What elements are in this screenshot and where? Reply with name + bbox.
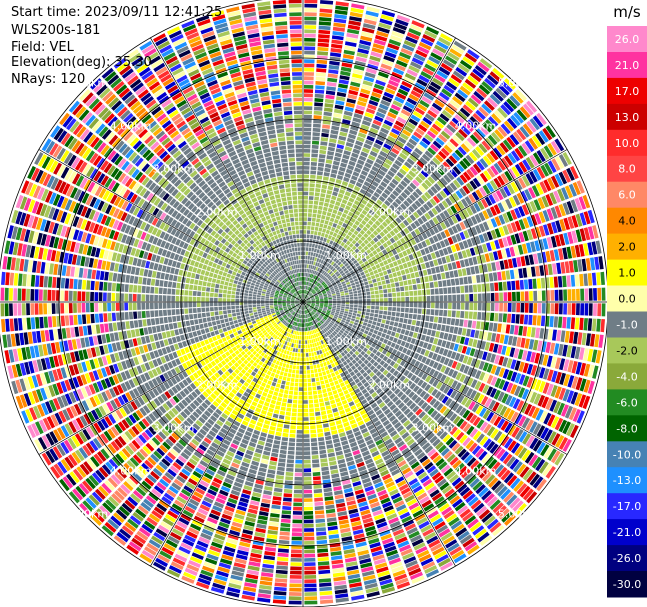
colorbar-unit: m/s bbox=[613, 3, 641, 21]
colorbar-tick-label: -2.0 bbox=[616, 344, 637, 357]
colorbar-tick-label: -8.0 bbox=[616, 422, 637, 435]
colorbar-swatch bbox=[607, 207, 647, 235]
colorbar-tick-label: 0.0 bbox=[618, 293, 636, 306]
colorbar-swatch bbox=[607, 363, 647, 390]
elevation-label: Elevation(deg): 35.30 bbox=[11, 55, 152, 70]
field-label: Field: VEL bbox=[11, 40, 74, 55]
colorbar-tick-label: -6.0 bbox=[616, 396, 637, 409]
colorbar-tick-label: 6.0 bbox=[618, 189, 636, 202]
range-ring-label: 3.00km bbox=[412, 163, 454, 176]
colorbar-tick-label: -21.0 bbox=[613, 526, 641, 539]
colorbar-swatch bbox=[607, 77, 647, 105]
range-ring-label: 2.00km bbox=[196, 206, 238, 219]
colorbar-swatch bbox=[607, 389, 647, 416]
range-ring-label: 1.00km bbox=[325, 335, 367, 348]
colorbar-swatch bbox=[607, 519, 647, 546]
colorbar-swatch bbox=[607, 181, 647, 209]
colorbar-swatch bbox=[607, 26, 647, 53]
colorbar-tick-label: -1.0 bbox=[616, 319, 637, 332]
range-ring-label: 5.00km bbox=[67, 76, 109, 89]
ppi-plot: 1.00km 1.00km 1.00km 1.00km 2.00km 2.00km 2.00… bbox=[0, 0, 607, 607]
instrument-label: WLS200s-181 bbox=[11, 23, 101, 38]
azimuth-spoke bbox=[38, 149, 304, 303]
range-ring-label: 2.00km bbox=[196, 378, 238, 391]
colorbar-swatch bbox=[607, 571, 647, 598]
range-ring-label: 1.00km bbox=[325, 249, 367, 262]
colorbar-swatch bbox=[607, 337, 647, 364]
range-grid: 1.00km 1.00km 1.00km 1.00km 2.00km 2.00km 2.00… bbox=[0, 0, 607, 607]
azimuth-spoke bbox=[38, 301, 304, 455]
colorbar-tick-label: 26.0 bbox=[615, 33, 640, 46]
colorbar-tick-label: 1.0 bbox=[618, 267, 636, 280]
colorbar-swatch bbox=[607, 233, 647, 261]
colorbar-tick-label: 4.0 bbox=[618, 215, 636, 228]
colorbar-swatch bbox=[607, 52, 647, 79]
colorbar-tick-label: 17.0 bbox=[615, 85, 640, 98]
colorbar: m/s 26.0 21.0 17.0 13.0 10.0 8.0 6.0 4.0 2.0 1.0 0.… bbox=[607, 3, 647, 598]
range-ring-label: 4.00km bbox=[455, 120, 497, 133]
range-ring-label: 5.00km bbox=[498, 508, 540, 521]
azimuth-spoke bbox=[150, 37, 304, 303]
colorbar-swatch bbox=[607, 103, 647, 131]
nrays-label: NRays: 120 bbox=[11, 72, 86, 87]
colorbar-swatch bbox=[607, 415, 647, 442]
colorbar-swatch bbox=[607, 259, 647, 287]
range-ring-label: 3.00km bbox=[153, 163, 195, 176]
colorbar-swatch bbox=[607, 155, 647, 183]
range-ring-label: 4.00km bbox=[110, 465, 152, 478]
colorbar-tick-label: -30.0 bbox=[613, 578, 641, 591]
range-ring-label: 4.00km bbox=[110, 120, 152, 133]
range-ring-label: 5.00km bbox=[67, 508, 109, 521]
colorbar-swatch bbox=[607, 545, 647, 572]
colorbar-tick-label: -17.0 bbox=[613, 500, 641, 513]
range-ring-label: 2.00km bbox=[369, 378, 411, 391]
range-ring-label: 4.00km bbox=[455, 465, 497, 478]
colorbar-tick-label: -26.0 bbox=[613, 552, 641, 565]
colorbar-swatch bbox=[607, 285, 647, 312]
range-ring-label: 3.00km bbox=[412, 421, 454, 434]
range-ring-label: 2.00km bbox=[369, 206, 411, 219]
colorbar-tick-label: 8.0 bbox=[618, 163, 636, 176]
colorbar-swatch bbox=[607, 311, 647, 338]
range-ring-label: 1.00km bbox=[239, 335, 281, 348]
colorbar-tick-label: -13.0 bbox=[613, 474, 641, 487]
velocity-cells bbox=[0, 0, 606, 605]
colorbar-swatch bbox=[607, 441, 647, 468]
colorbar-swatch bbox=[607, 129, 647, 157]
colorbar-swatch bbox=[607, 493, 647, 520]
azimuth-spoke bbox=[302, 37, 456, 303]
azimuth-spoke bbox=[302, 301, 456, 567]
range-ring-label: 5.00km bbox=[498, 76, 540, 89]
colorbar-tick-label: 2.0 bbox=[618, 241, 636, 254]
azimuth-spoke bbox=[302, 301, 568, 455]
range-ring-label: 1.00km bbox=[239, 249, 281, 262]
colorbar-swatch bbox=[607, 467, 647, 494]
azimuth-spoke bbox=[150, 301, 304, 567]
colorbar-tick-label: 21.0 bbox=[615, 59, 640, 72]
azimuth-spoke bbox=[302, 149, 568, 303]
range-ring-label: 3.00km bbox=[153, 421, 195, 434]
colorbar-tick-label: 13.0 bbox=[615, 111, 640, 124]
colorbar-tick-label: -4.0 bbox=[616, 370, 637, 383]
colorbar-tick-label: 10.0 bbox=[615, 137, 640, 150]
colorbar-tick-label: -10.0 bbox=[613, 448, 641, 461]
start-time-label: Start time: 2023/09/11 12:41:25 bbox=[11, 5, 223, 20]
